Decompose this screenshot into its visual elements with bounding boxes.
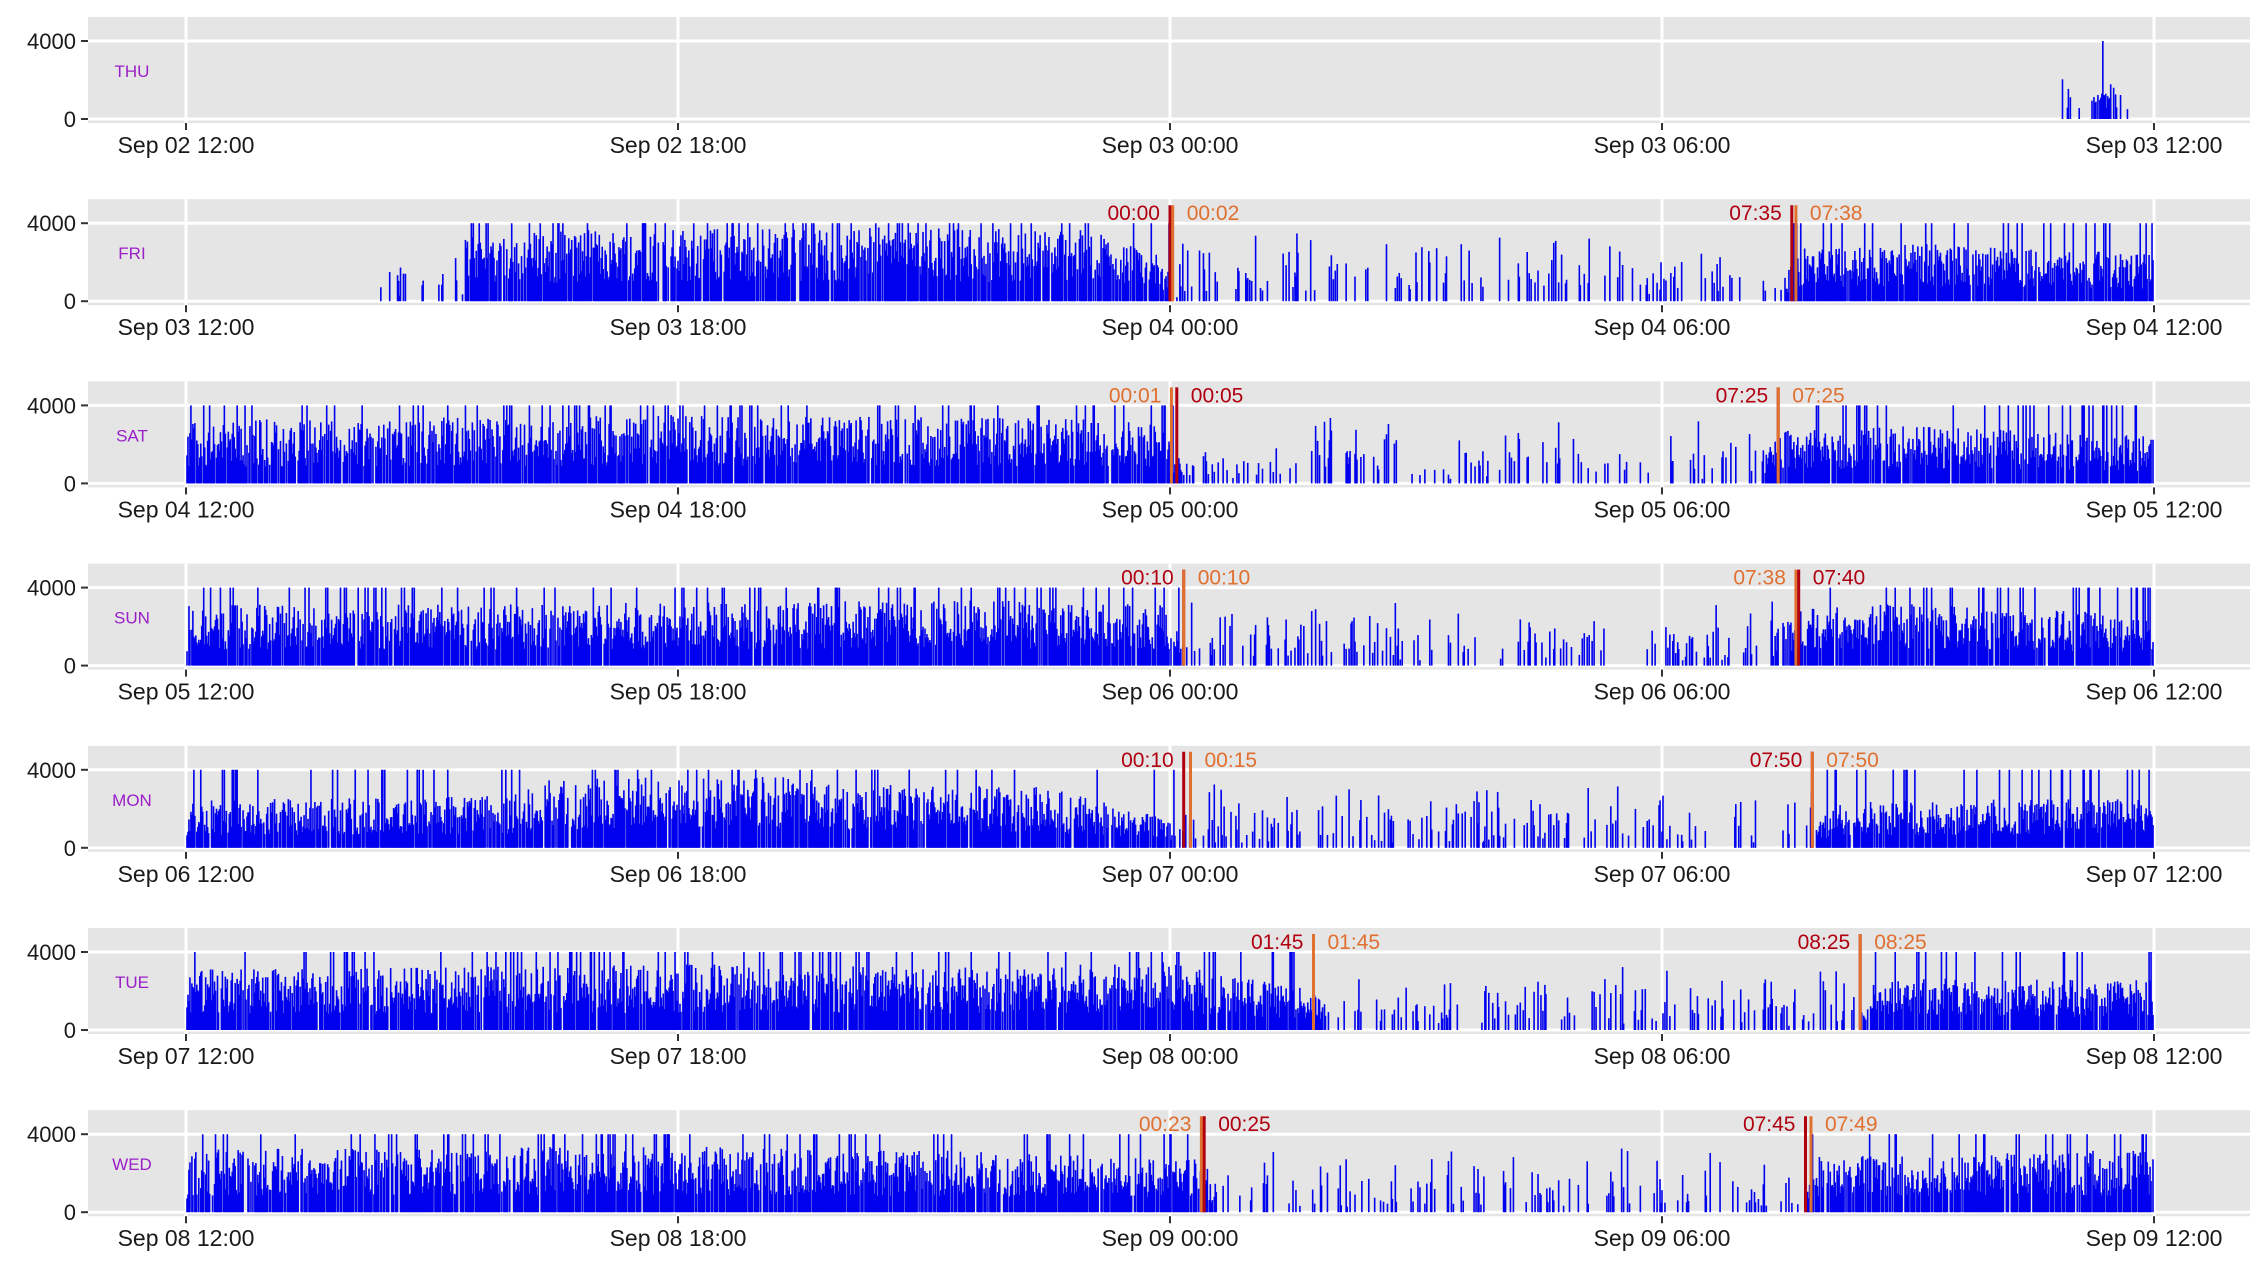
day-label: FRI: [118, 244, 145, 263]
marker-label: 00:10: [1198, 567, 1251, 590]
panel-sat: 0 4000 Sep 04 12:00 Sep 04 18:00 Sep 05 00:0…: [27, 381, 2250, 522]
x-tick-label: Sep 02 18:00: [610, 132, 747, 158]
x-tick-label: Sep 03 12:00: [2086, 132, 2223, 158]
x-tick-label: Sep 06 06:00: [1594, 679, 1731, 705]
y-tick-label: 0: [64, 107, 76, 132]
x-tick-label: Sep 02 12:00: [118, 132, 255, 158]
x-tick-label: Sep 05 18:00: [610, 679, 747, 705]
marker-label: 07:25: [1792, 384, 1845, 407]
y-tick-label: 0: [64, 471, 76, 496]
x-tick-label: Sep 05 12:00: [2086, 496, 2223, 522]
y-tick-label: 4000: [27, 576, 76, 601]
marker-label: 07:38: [1733, 567, 1786, 590]
x-tick-label: Sep 05 00:00: [1102, 496, 1239, 522]
x-tick-label: Sep 05 06:00: [1594, 496, 1731, 522]
x-tick-label: Sep 04 00:00: [1102, 314, 1239, 340]
y-tick-label: 4000: [27, 29, 76, 54]
x-tick-label: Sep 04 12:00: [118, 496, 255, 522]
x-tick-label: Sep 06 00:00: [1102, 679, 1239, 705]
y-tick-label: 0: [64, 654, 76, 679]
day-label: SUN: [114, 609, 150, 628]
x-tick-label: Sep 03 06:00: [1594, 132, 1731, 158]
x-tick-label: Sep 03 18:00: [610, 314, 747, 340]
marker-label: 00:05: [1191, 384, 1244, 407]
marker-label: 07:38: [1810, 202, 1863, 225]
marker-label: 07:35: [1729, 202, 1782, 225]
marker-label: 07:40: [1813, 567, 1866, 590]
panel-thu: 0 4000 Sep 02 12:00 Sep 02 18:00 Sep 03 00:0…: [27, 17, 2250, 158]
marker-label: 00:10: [1121, 567, 1174, 590]
x-tick-label: Sep 04 12:00: [2086, 314, 2223, 340]
marker-label: 00:02: [1187, 202, 1240, 225]
panel-sun: 0 4000 Sep 05 12:00 Sep 05 18:00 Sep 06 00:0…: [27, 564, 2250, 705]
x-tick-label: Sep 04 18:00: [610, 496, 747, 522]
day-label: SAT: [116, 426, 148, 445]
x-tick-label: Sep 03 12:00: [118, 314, 255, 340]
y-tick-label: 4000: [27, 211, 76, 236]
marker-label: 00:00: [1107, 202, 1160, 225]
x-tick-label: Sep 06 12:00: [2086, 679, 2223, 705]
y-tick-label: 0: [64, 289, 76, 314]
day-label: THU: [115, 62, 150, 81]
y-tick-label: 4000: [27, 393, 76, 418]
x-tick-label: Sep 03 00:00: [1102, 132, 1239, 158]
x-tick-label: Sep 04 06:00: [1594, 314, 1731, 340]
panel-fri: 0 4000 Sep 03 12:00 Sep 03 18:00 Sep 04 00:0…: [27, 199, 2250, 340]
marker-label: 00:01: [1109, 384, 1162, 407]
marker-label: 07:25: [1716, 384, 1769, 407]
x-tick-label: Sep 05 12:00: [118, 679, 255, 705]
